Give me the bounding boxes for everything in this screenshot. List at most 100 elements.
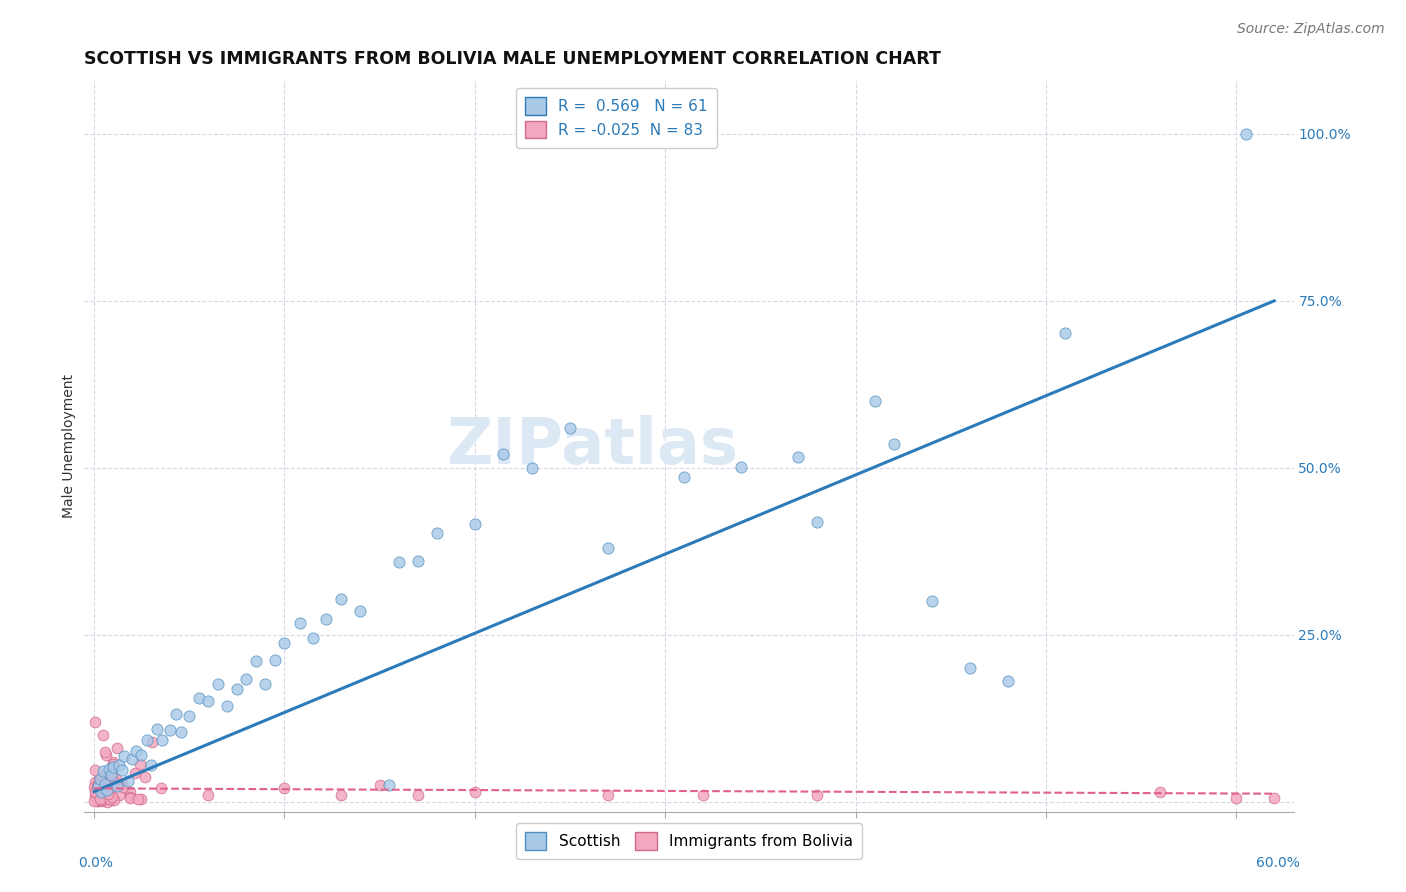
Point bbox=[245, 654, 267, 668]
Point bbox=[93, 793, 115, 807]
Point bbox=[90, 782, 112, 797]
Point bbox=[94, 767, 117, 781]
Point bbox=[100, 766, 122, 780]
Point bbox=[127, 792, 149, 806]
Point bbox=[1234, 127, 1257, 141]
Point bbox=[149, 781, 172, 796]
Point bbox=[93, 787, 115, 801]
Point bbox=[118, 791, 141, 805]
Point bbox=[90, 785, 112, 799]
Point bbox=[883, 437, 905, 451]
Point bbox=[170, 725, 193, 739]
Point bbox=[426, 525, 449, 540]
Point bbox=[120, 785, 142, 799]
Point bbox=[93, 772, 115, 787]
Point bbox=[112, 748, 135, 763]
Point bbox=[94, 774, 117, 789]
Point bbox=[93, 789, 115, 804]
Point bbox=[139, 757, 162, 772]
Point bbox=[83, 794, 105, 808]
Point bbox=[84, 774, 107, 789]
Point bbox=[84, 789, 107, 803]
Point bbox=[100, 767, 122, 781]
Point bbox=[83, 780, 105, 794]
Point bbox=[105, 772, 128, 786]
Point bbox=[136, 732, 159, 747]
Point bbox=[368, 778, 391, 792]
Point bbox=[406, 788, 429, 802]
Point bbox=[96, 795, 118, 809]
Point bbox=[921, 594, 943, 608]
Point bbox=[225, 682, 247, 697]
Point bbox=[100, 792, 122, 806]
Point bbox=[330, 788, 353, 802]
Point bbox=[89, 775, 111, 789]
Point bbox=[94, 773, 117, 788]
Point bbox=[730, 459, 752, 474]
Point bbox=[378, 778, 401, 792]
Point bbox=[107, 757, 129, 772]
Point bbox=[197, 694, 219, 708]
Point bbox=[673, 470, 696, 484]
Point bbox=[121, 752, 143, 766]
Point bbox=[107, 788, 129, 802]
Point bbox=[86, 780, 108, 794]
Point bbox=[93, 780, 115, 795]
Text: SCOTTISH VS IMMIGRANTS FROM BOLIVIA MALE UNEMPLOYMENT CORRELATION CHART: SCOTTISH VS IMMIGRANTS FROM BOLIVIA MALE… bbox=[84, 50, 941, 68]
Point bbox=[89, 791, 111, 805]
Point bbox=[120, 790, 142, 805]
Point bbox=[273, 781, 295, 796]
Point bbox=[91, 786, 114, 800]
Point bbox=[90, 787, 112, 801]
Point bbox=[997, 674, 1019, 689]
Point bbox=[302, 631, 325, 645]
Point bbox=[217, 699, 239, 714]
Point bbox=[1263, 791, 1285, 805]
Point bbox=[1149, 785, 1171, 799]
Text: 60.0%: 60.0% bbox=[1256, 855, 1299, 870]
Point bbox=[134, 770, 156, 784]
Point bbox=[692, 788, 714, 802]
Point bbox=[145, 722, 167, 736]
Point bbox=[96, 782, 118, 797]
Point bbox=[263, 653, 285, 667]
Point bbox=[129, 792, 152, 806]
Point bbox=[177, 708, 200, 723]
Point bbox=[863, 393, 886, 408]
Legend: Scottish, Immigrants from Bolivia: Scottish, Immigrants from Bolivia bbox=[516, 823, 862, 859]
Point bbox=[100, 792, 122, 806]
Point bbox=[806, 515, 828, 529]
Point bbox=[84, 784, 107, 798]
Point bbox=[1053, 326, 1076, 340]
Point bbox=[91, 774, 114, 789]
Point bbox=[596, 788, 619, 802]
Point bbox=[141, 734, 163, 748]
Point bbox=[101, 773, 124, 788]
Point bbox=[87, 773, 110, 788]
Point bbox=[93, 789, 115, 803]
Point bbox=[94, 776, 117, 790]
Point bbox=[110, 777, 132, 791]
Point bbox=[288, 615, 311, 630]
Point bbox=[273, 636, 295, 650]
Point bbox=[131, 748, 153, 763]
Point bbox=[97, 787, 120, 801]
Point bbox=[86, 787, 108, 801]
Point bbox=[97, 773, 120, 788]
Point bbox=[806, 788, 828, 802]
Point bbox=[89, 794, 111, 808]
Point bbox=[111, 763, 134, 777]
Point bbox=[254, 677, 277, 691]
Text: Source: ZipAtlas.com: Source: ZipAtlas.com bbox=[1237, 22, 1385, 37]
Point bbox=[103, 755, 125, 769]
Point bbox=[330, 592, 353, 607]
Point bbox=[91, 783, 114, 797]
Point bbox=[86, 780, 108, 795]
Point bbox=[91, 728, 114, 742]
Point bbox=[89, 772, 111, 787]
Point bbox=[406, 554, 429, 568]
Point bbox=[464, 516, 486, 531]
Point bbox=[235, 672, 257, 686]
Point bbox=[197, 788, 219, 802]
Point bbox=[111, 780, 134, 794]
